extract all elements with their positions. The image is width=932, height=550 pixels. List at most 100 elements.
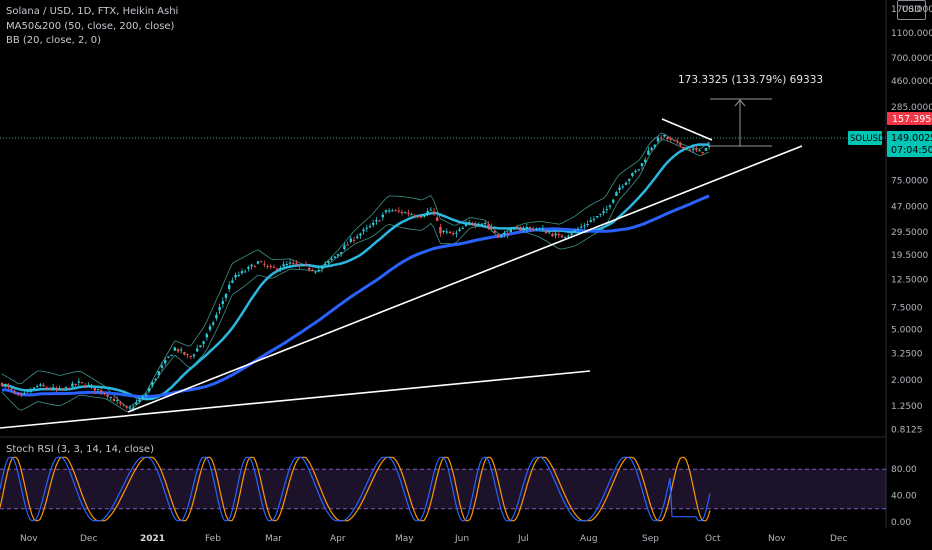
candle [276,267,279,273]
legend-ma[interactable]: MA50&200 (50, close, 200, close) [6,21,175,32]
candle [596,216,599,219]
price-tick-label: 12.5000 [891,275,928,285]
candle [583,222,586,230]
candle [317,267,320,273]
candle-body [100,390,103,393]
candle-body [52,387,55,389]
candle-body [640,163,644,166]
candle [372,219,375,228]
price-tick-label: 7.5000 [891,303,923,313]
rsi-tick-label: 80.00 [891,465,917,475]
candle-body [71,383,74,387]
candle [640,163,644,170]
candle [535,227,538,232]
time-tick-label: Mar [265,534,282,544]
candle [324,261,327,268]
candle [263,260,266,268]
candle [631,172,634,178]
candle [432,208,436,216]
candle-body [320,267,324,269]
time-tick-label: Feb [205,534,221,544]
candle [228,281,231,293]
candle-body [660,137,663,139]
candle-body [442,230,445,232]
candle [183,351,186,356]
candle [84,382,87,388]
drawings[interactable] [0,98,803,429]
candle-body [464,224,468,226]
candle [42,382,45,387]
candle [384,209,388,215]
legend-symbol[interactable]: Solana / USD, 1D, FTX, Heikin Ashi [6,6,179,17]
candle-body [570,233,573,235]
candle-body [516,227,519,229]
rsi-d-line [0,456,711,522]
candle [48,386,52,391]
candle-body [112,398,116,402]
candle [135,399,138,406]
ask-price-text: 149.0025 [891,133,932,144]
candle [176,348,180,353]
candle-body [256,261,260,264]
candle [429,207,432,211]
candle [573,229,576,233]
price-tick-label: 0.8125 [891,426,923,436]
candle-body [567,235,570,237]
candle [512,226,516,231]
last-price-text: 157.3950 [892,114,932,125]
candle-body [4,384,7,386]
candle-body [628,179,631,181]
candle [541,225,544,231]
candle [391,208,394,212]
candle [45,386,48,390]
candle-body [164,360,167,364]
candle-body [580,226,583,228]
candle-body [96,389,100,391]
time-tick-label: 2021 [140,534,165,544]
candle [52,384,55,391]
candle [480,223,484,226]
legend-stoch-rsi[interactable]: Stoch RSI (3, 3, 14, 14, close) [6,444,154,455]
time-axis[interactable]: Nov Dec 2021 Feb Mar Apr May Jun Jul Aug Sep Oct Nov… [20,534,847,544]
candle [669,136,672,143]
candle [516,224,519,229]
candle-body [317,269,320,271]
candle [196,344,199,352]
candle [493,230,496,234]
legend-bb[interactable]: BB (20, close, 2, 0) [6,35,101,46]
candle-body [135,402,138,405]
candle [650,146,653,151]
candle [672,139,676,142]
candle-body [324,263,327,265]
candle-body [573,230,576,232]
candle-body [586,224,589,225]
candle-body [141,396,144,398]
candle [151,380,154,388]
candle [109,396,112,401]
candle-body [343,245,346,250]
price-axis[interactable]: 1700.0000 1100.0000 700.0000 460.0000 285.00… [891,5,932,528]
candle [375,217,378,225]
candle-body [42,384,45,387]
candle-body [455,232,458,234]
ask-price-box [887,131,932,157]
candle [352,236,356,244]
candle [701,152,704,156]
candle [340,252,343,257]
candle [628,178,631,185]
candle [90,384,93,389]
candle-body [285,264,288,265]
currency-selector[interactable]: USD [897,0,926,20]
candle-body [589,220,592,222]
candle [247,265,250,272]
candle [138,398,141,404]
candle [439,223,442,237]
candle-body [583,225,586,227]
candle-body [477,224,480,226]
candle-body [196,348,199,352]
candle-body [669,138,672,140]
candle-body [384,210,388,213]
candle [461,226,464,229]
candle [205,332,208,341]
